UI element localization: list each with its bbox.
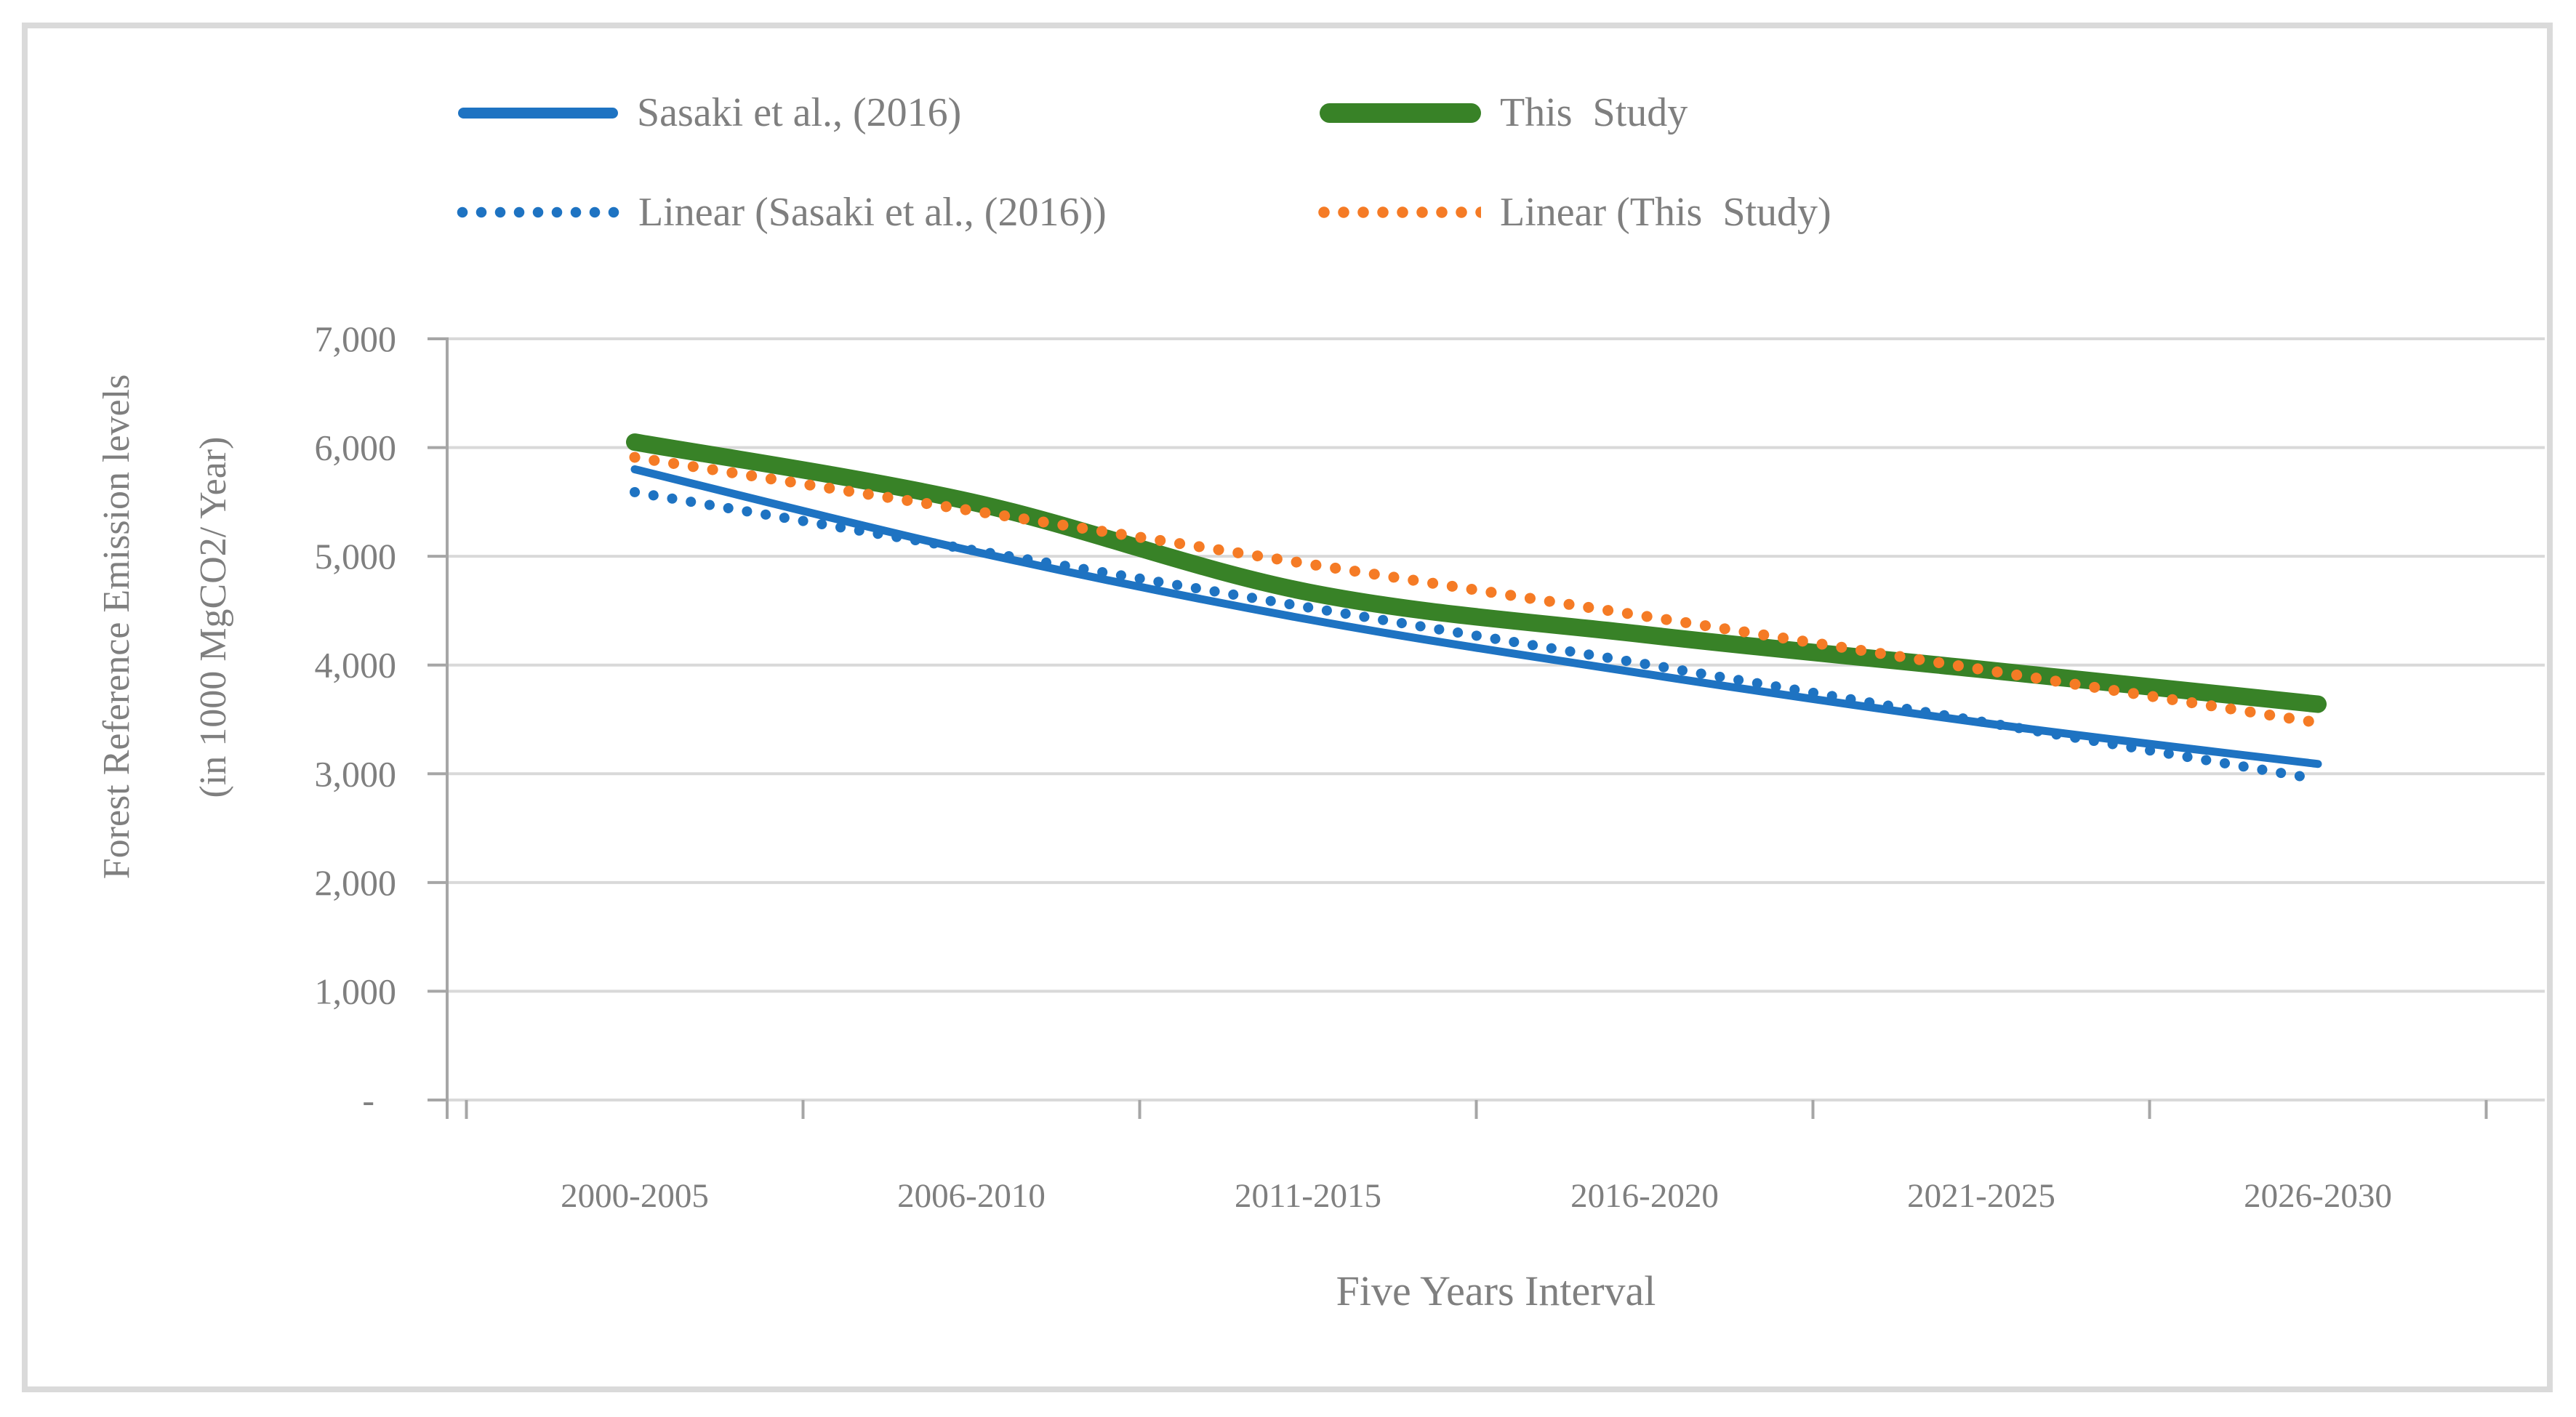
legend-item-linear-this-study: Linear (This Study) xyxy=(1318,187,1831,238)
x-tick-label-1: 2006-2010 xyxy=(897,1177,1046,1215)
legend-item-sasaki: Sasaki et al., (2016) xyxy=(458,87,961,138)
y-tick-label-7000: 7,000 xyxy=(315,318,397,359)
legend-label-this-study: This Study xyxy=(1500,90,1688,135)
y-tick-label-2000: 2,000 xyxy=(315,862,397,903)
x-tick-label-0: 2000-2005 xyxy=(561,1177,709,1215)
legend-marker-sasaki-line xyxy=(458,107,618,119)
legend-item-this-study: This Study xyxy=(1320,87,1688,138)
x-tick-label-2: 2011-2015 xyxy=(1235,1177,1381,1215)
y-tick-label-0: - xyxy=(362,1080,374,1120)
x-tick-label-5: 2026-2030 xyxy=(2244,1177,2392,1215)
series-linear-sasaki-et-al-2016 xyxy=(630,486,2323,784)
series-sasaki-et-al-2016 xyxy=(630,465,2322,768)
y-tick-label-1000: 1,000 xyxy=(315,971,397,1011)
x-tick-label-4: 2021-2025 xyxy=(1907,1177,2055,1215)
x-tick-label-3: 2016-2020 xyxy=(1570,1177,1719,1215)
x-axis-title: Five Years Interval xyxy=(1336,1267,1656,1314)
series-linear-this-study xyxy=(629,451,2324,728)
legend-marker-linear-sasaki-dots xyxy=(457,206,619,218)
y-tick-label-5000: 5,000 xyxy=(315,536,397,577)
legend-label-linear-sasaki: Linear (Sasaki et al., (2016)) xyxy=(638,190,1107,235)
legend-marker-this-study-line xyxy=(1320,103,1481,123)
chart-border xyxy=(22,23,2553,1392)
legend-item-linear-sasaki: Linear (Sasaki et al., (2016)) xyxy=(457,187,1107,238)
legend-label-sasaki: Sasaki et al., (2016) xyxy=(637,90,962,135)
y-tick-label-6000: 6,000 xyxy=(315,427,397,468)
y-tick-label-4000: 4,000 xyxy=(315,645,397,686)
y-tick-label-3000: 3,000 xyxy=(315,753,397,794)
legend-marker-linear-this-study-dots xyxy=(1318,206,1481,218)
legend-label-linear-this-study: Linear (This Study) xyxy=(1500,190,1831,235)
series-this-study xyxy=(626,433,2327,713)
